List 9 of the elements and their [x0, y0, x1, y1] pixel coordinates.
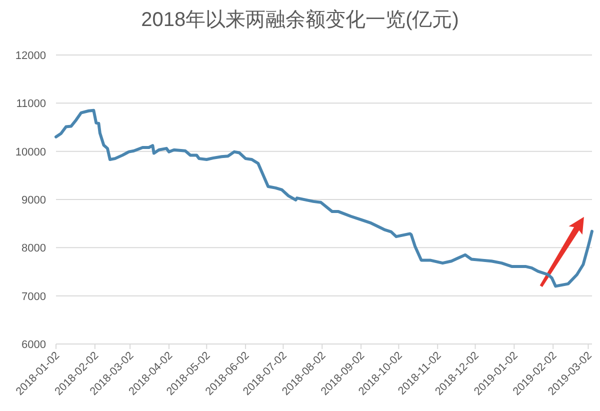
y-tick-label: 10000 — [15, 146, 46, 158]
y-tick-label: 8000 — [22, 242, 46, 255]
y-tick-label: 6000 — [22, 339, 46, 351]
y-tick-label: 11000 — [16, 98, 46, 110]
y-tick-label: 9000 — [22, 194, 46, 206]
line-series — [54, 108, 594, 288]
chart-title: 2018年以来两融余额变化一览(亿元) — [141, 9, 459, 31]
y-tick-label: 7000 — [22, 290, 46, 303]
y-tick-label: 12000 — [15, 50, 46, 62]
